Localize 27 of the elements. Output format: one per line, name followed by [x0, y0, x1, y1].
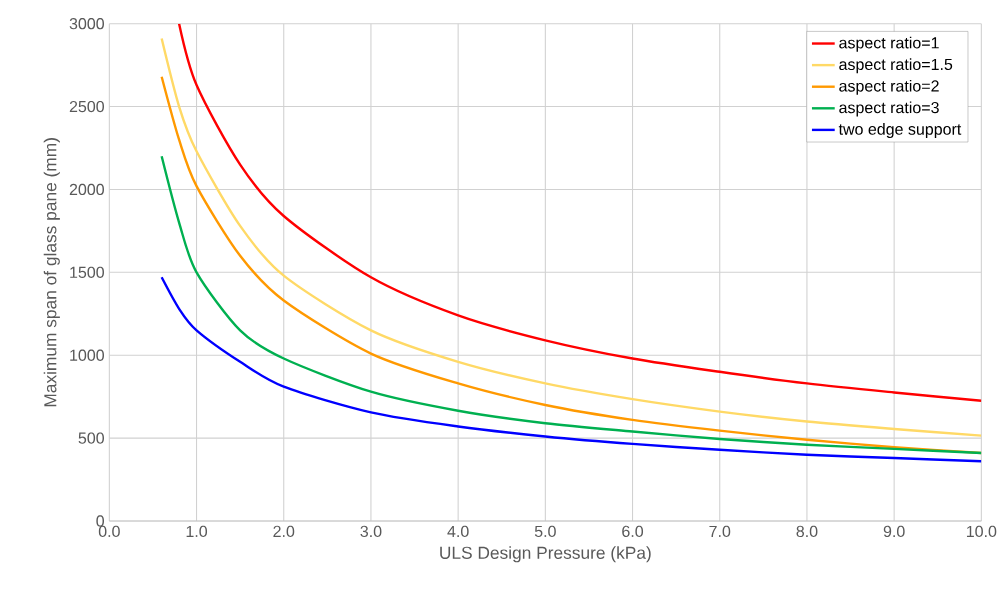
- x-tick-label: 0.0: [98, 525, 120, 538]
- x-tick-label: 5.0: [534, 525, 556, 538]
- x-tick-label: 3.0: [360, 525, 382, 538]
- y-tick-label: 500: [78, 432, 105, 444]
- x-tick-label: 8.0: [796, 525, 818, 538]
- y-tick-label: 3000: [69, 18, 104, 30]
- x-tick-label: 1.0: [186, 525, 208, 538]
- line-series: [160, 155, 982, 455]
- x-tick-label: 9.0: [883, 525, 905, 538]
- legend-label: aspect ratio=1.5: [839, 58, 953, 74]
- legend-label: aspect ratio=2: [839, 79, 939, 95]
- x-tick-label: 4.0: [447, 525, 469, 538]
- y-tick-label: 2000: [69, 183, 104, 196]
- legend-label: aspect ratio=3: [839, 101, 939, 117]
- y-tick-label: 0: [96, 515, 105, 527]
- x-tick-label: 2.0: [273, 525, 295, 538]
- x-tick-label: 10.0: [966, 525, 997, 538]
- y-axis-title: Maximum span of glass pane (mm): [43, 138, 60, 407]
- y-tick-label: 1000: [70, 349, 104, 361]
- legend-label: two edge support: [838, 123, 962, 139]
- y-tick-label: 2500: [69, 100, 104, 113]
- x-axis-title: ULS Design Pressure (kPa): [440, 546, 651, 563]
- legend-label: aspect ratio=1: [839, 36, 939, 52]
- x-tick-label: 6.0: [622, 525, 644, 538]
- x-tick-label: 7.0: [709, 525, 731, 538]
- line-series: [160, 276, 982, 463]
- y-tick-label: 1500: [70, 266, 104, 278]
